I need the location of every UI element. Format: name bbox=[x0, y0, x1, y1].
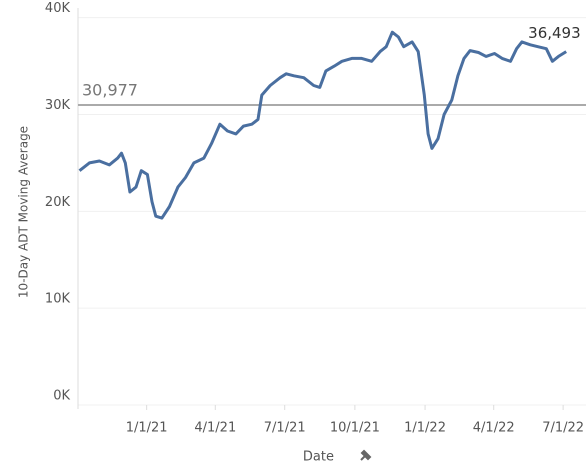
pin-icon bbox=[360, 449, 372, 461]
y-tick-label: 10K bbox=[45, 292, 71, 307]
y-tick-label: 20K bbox=[45, 195, 71, 210]
end-label: 36,493 bbox=[528, 24, 581, 42]
x-tick-label: 1/1/21 bbox=[126, 421, 168, 436]
data-line bbox=[78, 30, 567, 220]
reference-label: 30,977 bbox=[82, 81, 138, 100]
y-tick-label: 30K bbox=[45, 98, 71, 113]
y-axis-title: 10-Day ADT Moving Average bbox=[17, 126, 31, 298]
x-tick-label: 7/1/21 bbox=[264, 421, 306, 436]
x-tick-label: 4/1/21 bbox=[194, 421, 236, 436]
x-tick-label: 4/1/22 bbox=[473, 421, 515, 436]
x-tick-label: 1/1/22 bbox=[404, 421, 446, 436]
x-axis-title: Date bbox=[303, 450, 334, 465]
x-tick-label: 10/1/21 bbox=[330, 421, 380, 436]
x-tick-label: 7/1/22 bbox=[542, 421, 584, 436]
y-tick-label: 0K bbox=[53, 389, 70, 404]
y-tick-label: 40K bbox=[45, 1, 71, 16]
